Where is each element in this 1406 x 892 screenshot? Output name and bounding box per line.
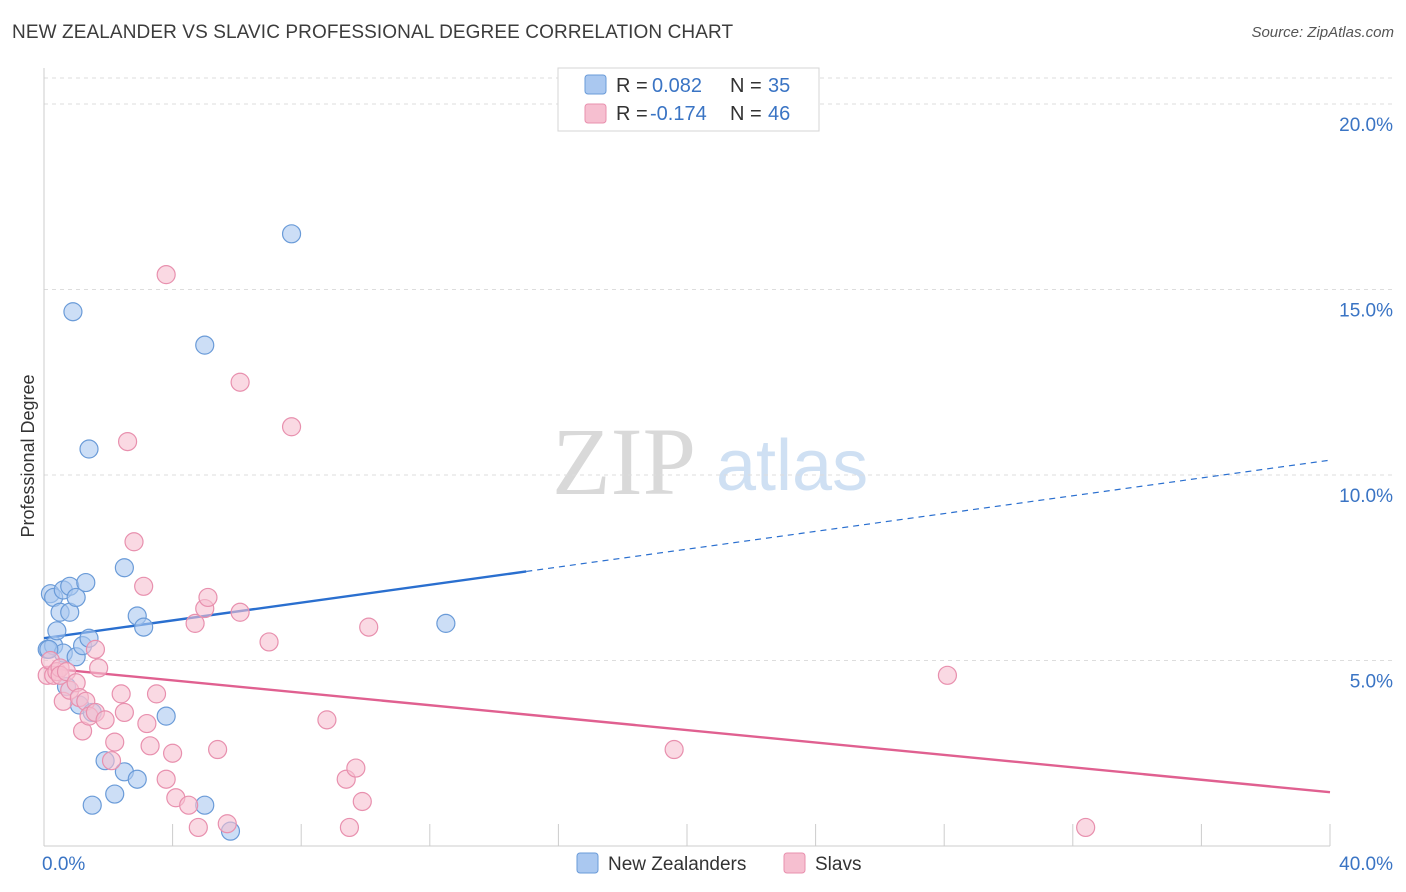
- point-new-zealanders: [281, 224, 302, 244]
- y-tick-label: 10.0%: [1339, 486, 1393, 507]
- point-slavs: [346, 758, 366, 778]
- point-new-zealanders: [195, 335, 215, 355]
- y-tick-label: 20.0%: [1339, 115, 1393, 136]
- data-points: [37, 224, 1096, 841]
- legend-swatch-slavs: [584, 103, 607, 124]
- point-slavs: [140, 736, 160, 756]
- trend-lines: [43, 459, 1331, 794]
- point-new-zealanders: [156, 706, 176, 726]
- point-slavs: [188, 817, 208, 838]
- point-slavs: [259, 632, 279, 652]
- point-slavs: [179, 795, 199, 815]
- point-slavs: [146, 684, 167, 704]
- point-slavs: [89, 658, 109, 678]
- point-new-zealanders: [76, 572, 96, 593]
- point-new-zealanders: [66, 587, 86, 608]
- point-slavs: [137, 713, 157, 734]
- bottom-legend-label-new-zealanders: New Zealanders: [608, 854, 746, 875]
- y-axis-label: Professional Degree: [18, 374, 38, 537]
- legend-r-value-2: -0.174: [650, 103, 707, 125]
- point-slavs: [101, 751, 122, 771]
- y-tick-label: 5.0%: [1350, 671, 1393, 692]
- trend-line-slavs: [43, 666, 1331, 794]
- point-slavs: [134, 576, 154, 596]
- point-slavs: [230, 602, 250, 622]
- point-slavs: [198, 587, 218, 608]
- watermark-atlas: atlas: [716, 426, 868, 506]
- point-slavs: [163, 743, 183, 763]
- trend-line-new-zealanders-extension: [526, 459, 1331, 573]
- bottom-legend-swatch-new-zealanders: [576, 852, 599, 874]
- trend-line-new-zealanders: [43, 570, 527, 640]
- point-slavs: [85, 639, 106, 659]
- point-slavs: [281, 417, 302, 437]
- point-new-zealanders: [105, 784, 125, 804]
- point-new-zealanders: [114, 558, 134, 578]
- point-slavs: [208, 739, 228, 760]
- chart-title: NEW ZEALANDER VS SLAVIC PROFESSIONAL DEG…: [12, 22, 734, 43]
- point-new-zealanders: [82, 795, 102, 815]
- point-slavs: [95, 710, 115, 730]
- point-slavs: [359, 617, 379, 637]
- point-slavs: [317, 710, 337, 730]
- source-label: Source: ZipAtlas.com: [1251, 24, 1394, 41]
- point-slavs: [124, 532, 144, 552]
- point-slavs: [937, 665, 958, 685]
- watermark-zip: ZIP: [552, 408, 696, 515]
- grid: [44, 77, 1392, 661]
- point-new-zealanders: [134, 617, 154, 637]
- point-slavs: [105, 732, 125, 752]
- legend-r-label-2: R =: [616, 103, 648, 125]
- legend-r-value-1: 0.082: [652, 75, 702, 97]
- point-slavs: [185, 613, 205, 633]
- legend-r-label-1: R =: [616, 75, 648, 97]
- x-tick-label: 0.0%: [42, 854, 85, 875]
- point-slavs: [230, 372, 250, 392]
- watermark: ZIP atlas: [552, 408, 868, 515]
- legend-swatch-new-zealanders: [584, 74, 607, 95]
- point-slavs: [117, 431, 138, 452]
- point-slavs: [664, 739, 684, 760]
- point-slavs: [156, 769, 176, 789]
- stats-legend: R = 0.082 N = 35 R = -0.174 N = 46: [557, 67, 820, 132]
- series-legend: New Zealanders Slavs: [576, 852, 861, 875]
- point-new-zealanders: [63, 302, 83, 322]
- bottom-legend-swatch-slavs: [783, 852, 806, 874]
- legend-n-value-2: 46: [768, 103, 790, 125]
- legend-n-label-2: N =: [730, 103, 762, 125]
- point-new-zealanders: [79, 439, 99, 459]
- x-tick-label: 40.0%: [1339, 854, 1393, 875]
- point-slavs: [352, 791, 372, 812]
- point-new-zealanders: [195, 795, 215, 815]
- point-new-zealanders: [47, 621, 67, 641]
- y-tick-label: 15.0%: [1339, 300, 1393, 321]
- point-slavs: [111, 684, 131, 704]
- point-slavs: [339, 817, 360, 838]
- point-slavs: [217, 814, 237, 834]
- axes: 5.0% 10.0% 15.0% 20.0% 0.0% 40.0%: [42, 68, 1393, 875]
- point-new-zealanders: [127, 769, 147, 789]
- bottom-legend-label-slavs: Slavs: [815, 854, 861, 875]
- point-new-zealanders: [436, 613, 456, 633]
- legend-n-value-1: 35: [768, 75, 790, 97]
- legend-n-label-1: N =: [730, 75, 762, 97]
- point-slavs: [1076, 817, 1096, 838]
- point-slavs: [114, 702, 134, 723]
- point-slavs: [156, 265, 176, 285]
